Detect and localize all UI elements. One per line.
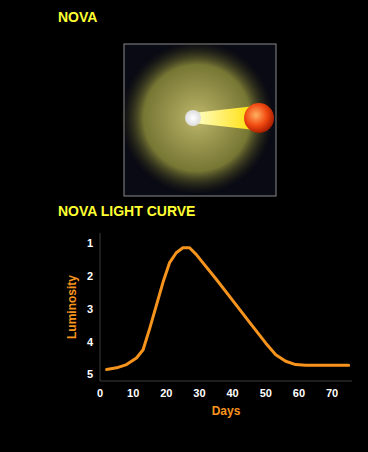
x-tick-label: 10 (127, 387, 139, 399)
x-axis-line (100, 381, 352, 382)
y-tick-label: 5 (87, 368, 93, 380)
light-curve (107, 248, 349, 370)
background (0, 0, 368, 452)
y-tick-label: 4 (87, 336, 94, 348)
x-tick-label: 50 (260, 387, 272, 399)
x-tick-label: 60 (293, 387, 305, 399)
nova-illustration (121, 42, 276, 196)
x-tick-label: 40 (227, 387, 239, 399)
page: NOVA NOVA LIGHT CURVE 1 2 3 4 50 10 20 30 40 50 60 70… (0, 0, 368, 452)
x-tick-label: 30 (193, 387, 205, 399)
diagram-title: NOVA (58, 9, 97, 25)
y-axis-line (100, 233, 101, 381)
nova-shell (121, 42, 273, 194)
y-axis-title: Luminosity (65, 275, 79, 339)
x-tick-label: 0 (97, 387, 103, 399)
y-tick-label: 1 (87, 237, 93, 249)
plot-area (107, 248, 349, 370)
companion-star (244, 103, 274, 133)
x-tick-label: 70 (326, 387, 338, 399)
y-tick-label: 3 (87, 303, 93, 315)
x-axis-title: Days (212, 404, 241, 418)
y-tick-label: 2 (87, 270, 93, 282)
chart-title: NOVA LIGHT CURVE (58, 203, 195, 219)
x-tick-label: 20 (160, 387, 172, 399)
white-dwarf (185, 110, 201, 126)
